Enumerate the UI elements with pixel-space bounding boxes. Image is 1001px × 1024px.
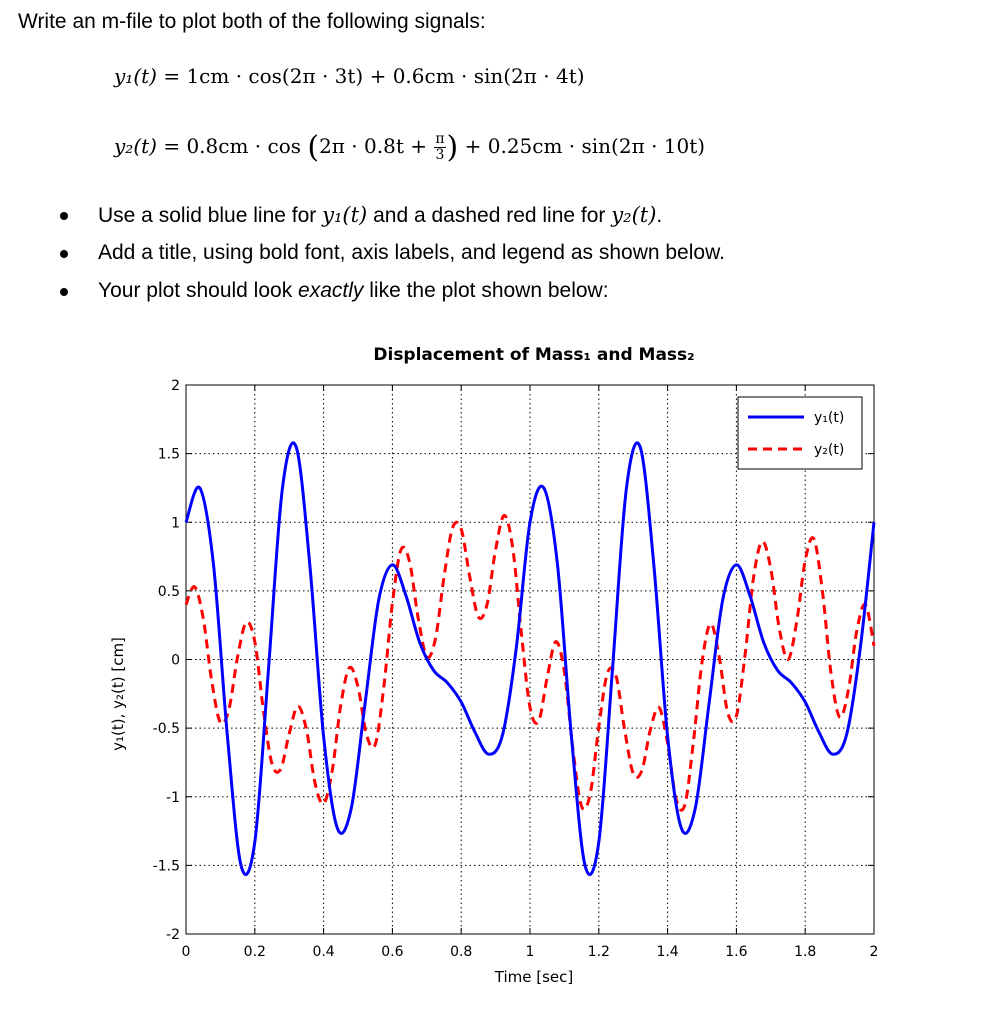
instruction-text: and a dashed red line for [373, 204, 606, 227]
equation-y2-fraction: π 3 [434, 131, 446, 163]
x-tick-label: 1.8 [794, 944, 816, 960]
legend-label: y₁(t) [814, 410, 844, 426]
x-tick-label: 1.6 [725, 944, 747, 960]
equation-y2-paren-body: 2π · 0.8t + [319, 134, 427, 158]
instruction-item: Add a title, using bold font, axis label… [0, 234, 725, 272]
equation-y1-rhs: = 1cm · cos(2π · 3t) + 0.6cm · sin(2π · … [163, 64, 585, 88]
instruction-math: y₁(t) [322, 203, 368, 227]
chart-legend: y₁(t) y₂(t) [737, 396, 863, 470]
axis-ticks: 0 0.2 0.4 0.6 0.8 1 1.2 1.4 1.6 1.8 2 -2 -1.5 -1 -0.5 0… [153, 378, 879, 960]
x-tick-label: 2 [870, 944, 879, 960]
instruction-text: Use a solid blue line for [98, 204, 317, 227]
instruction-item: Use a solid blue line for y₁(t) and a da… [0, 196, 725, 234]
equation-y2-close-paren: ) [446, 130, 459, 165]
equation-y2-lhs: y₂(t) [114, 134, 157, 158]
equation-y1-lhs: y₁(t) [114, 64, 157, 88]
instruction-math: y₂(t) [611, 203, 657, 227]
y-tick-label: -1.5 [153, 858, 180, 874]
legend-box [737, 396, 863, 470]
x-tick-label: 1.4 [656, 944, 678, 960]
y-tick-label: 2 [171, 378, 180, 394]
equation-y2-rhs-pre: = 0.8cm · cos [163, 134, 301, 158]
y-tick-label: -0.5 [153, 721, 180, 737]
y-tick-label: 1.5 [158, 447, 180, 463]
y-axis-label: y₁(t), y₂(t) [cm] [109, 637, 127, 751]
instruction-text: Add a title, using bold font, axis label… [98, 241, 725, 264]
legend-label: y₂(t) [814, 442, 844, 458]
instruction-text: Your plot should look [98, 279, 293, 302]
x-axis-label: Time [sec] [494, 968, 573, 986]
x-tick-label: 1.2 [588, 944, 610, 960]
displacement-chart: 0 0.2 0.4 0.6 0.8 1 1.2 1.4 1.6 1.8 2 -2 -1.5 -1 -0.5 0… [109, 345, 879, 986]
fraction-numerator: π [434, 131, 446, 148]
bullet-icon [60, 212, 68, 220]
instruction-list: Use a solid blue line for y₁(t) and a da… [0, 196, 725, 310]
x-tick-label: 0.4 [312, 944, 334, 960]
x-tick-label: 0.6 [381, 944, 403, 960]
y-tick-label: -2 [166, 927, 180, 943]
instruction-item: Your plot should look exactly like the p… [0, 272, 725, 310]
series-y1-line [184, 441, 876, 877]
x-tick-label: 0.8 [450, 944, 472, 960]
equation-y2: y₂(t) = 0.8cm · cos (2π · 0.8t + π 3 ) +… [114, 130, 705, 165]
x-tick-label: 1 [526, 944, 535, 960]
bullet-icon [60, 250, 68, 258]
equation-y2-rhs-post: + 0.25cm · sin(2π · 10t) [464, 134, 706, 158]
fraction-denominator: 3 [435, 147, 445, 163]
equation-y2-open-paren: ( [307, 130, 320, 165]
instruction-text: like the plot shown below: [369, 279, 609, 302]
series-y2-line [184, 513, 876, 812]
y-tick-label: -1 [166, 790, 180, 806]
x-tick-label: 0.2 [244, 944, 266, 960]
chart-title: Displacement of Mass₁ and Mass₂ [373, 345, 694, 365]
y-tick-label: 1 [171, 515, 180, 531]
y-tick-label: 0.5 [158, 584, 180, 600]
y-tick-label: 0 [171, 653, 180, 669]
x-tick-label: 0 [182, 944, 191, 960]
instruction-emphasis: exactly [298, 279, 364, 302]
grid-lines [186, 385, 874, 934]
bullet-icon [60, 288, 68, 296]
instruction-text: . [656, 204, 663, 227]
intro-text: Write an m-file to plot both of the foll… [18, 10, 486, 33]
series-lines [184, 441, 876, 877]
equation-y1: y₁(t) = 1cm · cos(2π · 3t) + 0.6cm · sin… [114, 64, 585, 88]
